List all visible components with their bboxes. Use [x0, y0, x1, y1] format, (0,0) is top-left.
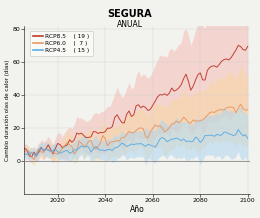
Text: SEGURA: SEGURA: [108, 9, 152, 19]
Legend: RCP8.5    ( 19 ), RCP6.0    (  7 ), RCP4.5    ( 15 ): RCP8.5 ( 19 ), RCP6.0 ( 7 ), RCP4.5 ( 15…: [30, 31, 93, 56]
Text: ANUAL: ANUAL: [117, 20, 143, 29]
Y-axis label: Cambio duración olas de calor (días): Cambio duración olas de calor (días): [4, 60, 10, 161]
X-axis label: Año: Año: [130, 205, 145, 214]
